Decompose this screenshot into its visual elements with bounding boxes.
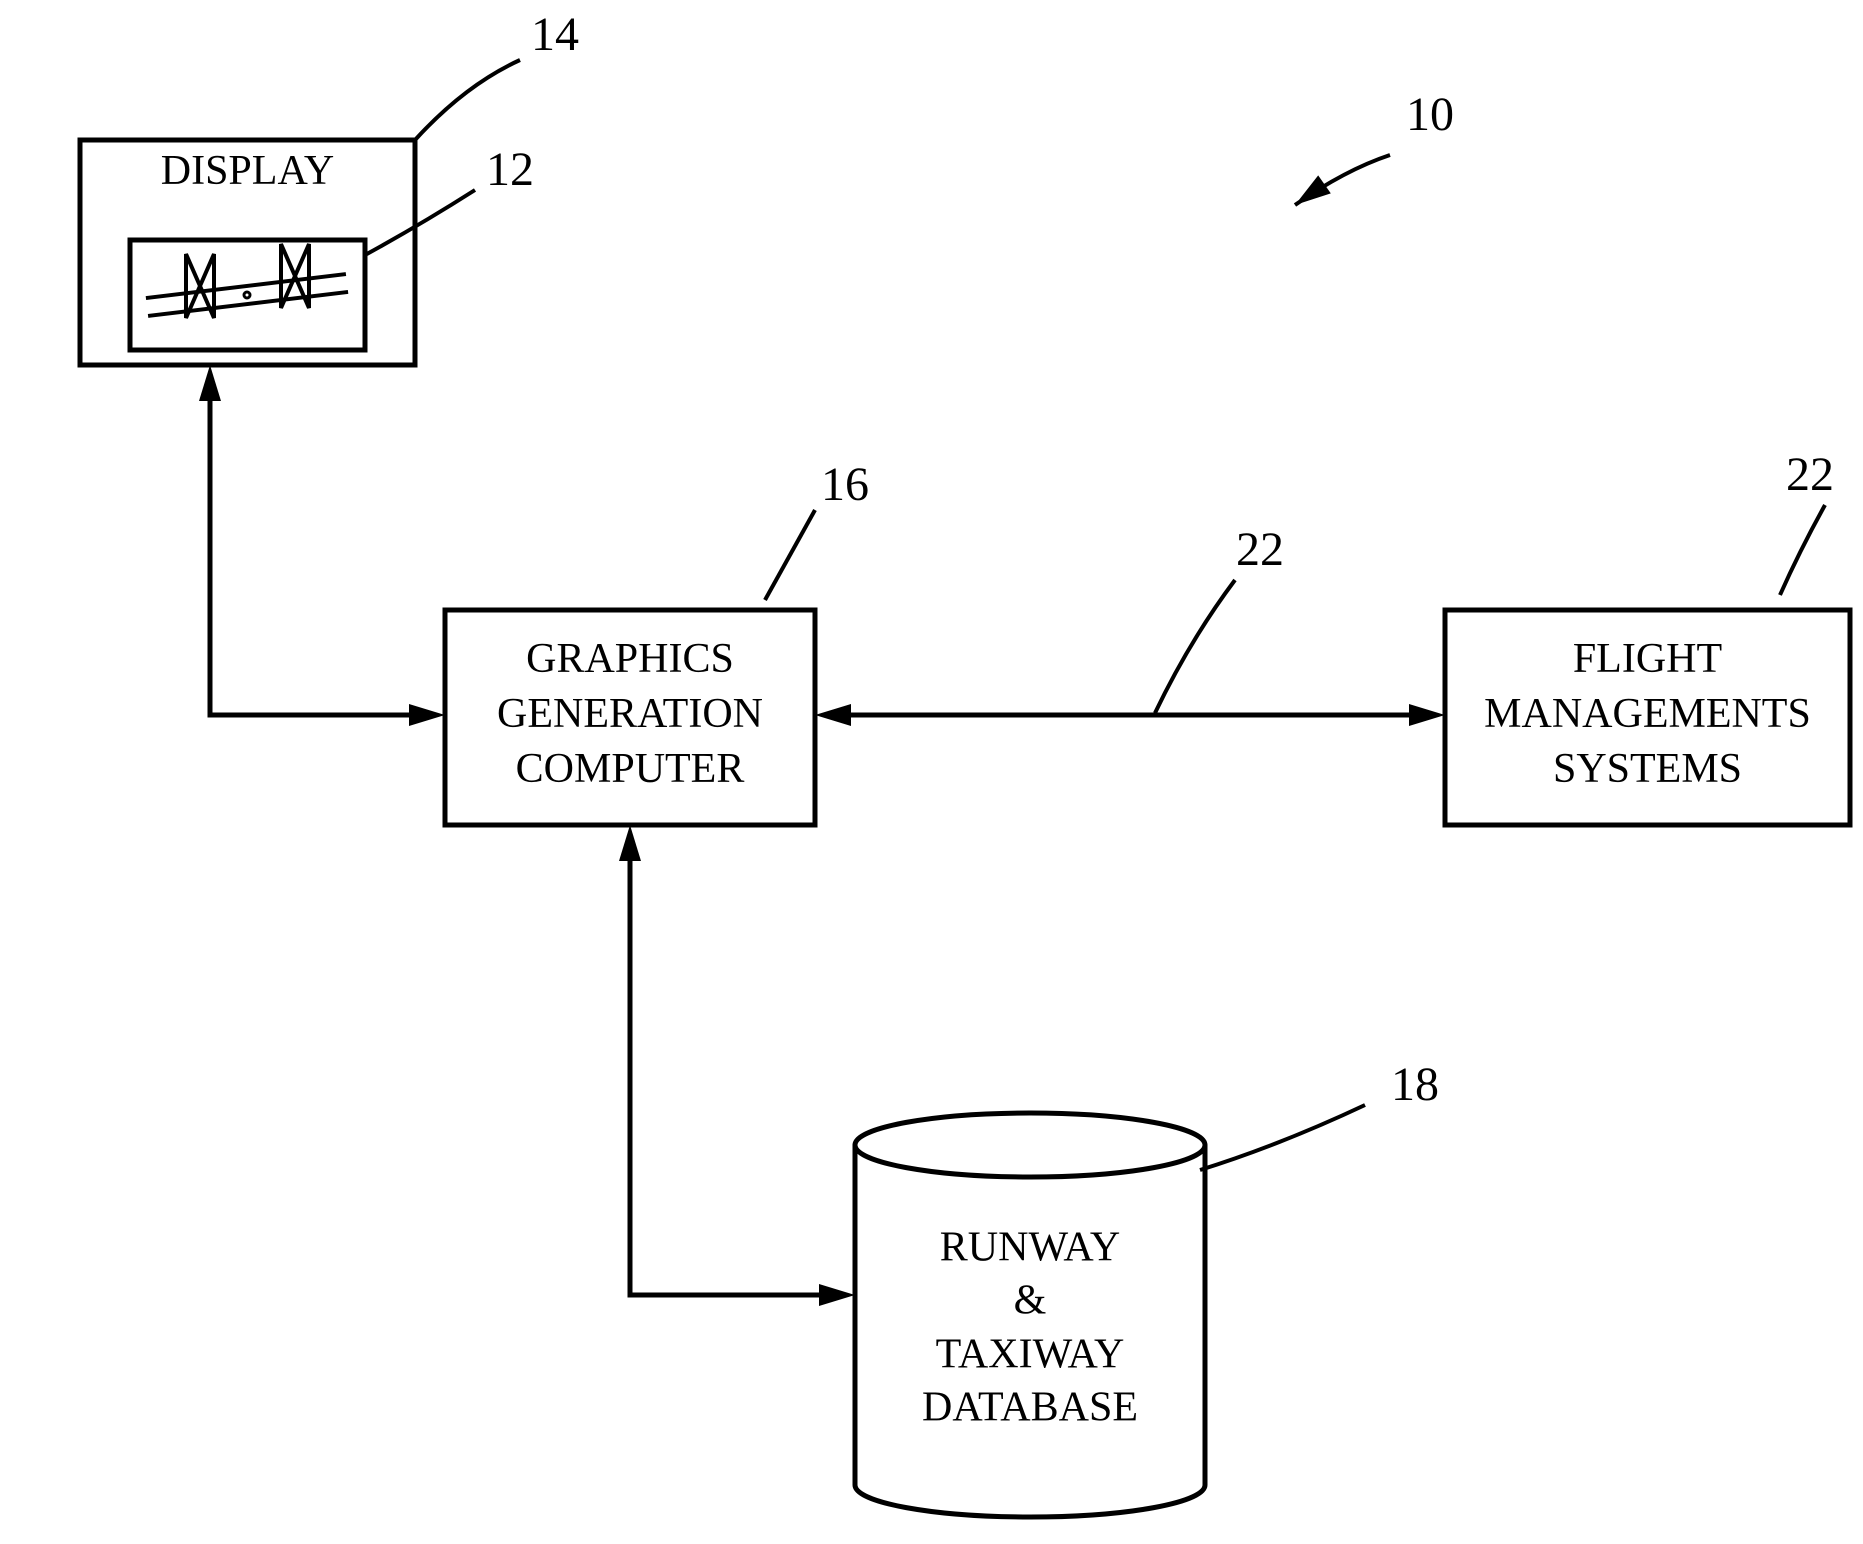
svg-text:14: 14 (531, 8, 579, 61)
svg-text:MANAGEMENTS: MANAGEMENTS (1484, 691, 1811, 737)
conn-graphics-db (630, 845, 835, 1295)
svg-text:FLIGHT: FLIGHT (1573, 636, 1722, 682)
svg-text:12: 12 (486, 143, 534, 196)
svg-text:GRAPHICS: GRAPHICS (526, 636, 734, 682)
svg-text:18: 18 (1391, 1058, 1439, 1111)
svg-text:10: 10 (1406, 88, 1454, 141)
svg-text:16: 16 (821, 458, 869, 511)
svg-text:COMPUTER: COMPUTER (516, 746, 745, 792)
svg-text:DISPLAY: DISPLAY (161, 148, 335, 194)
svg-text:GENERATION: GENERATION (497, 691, 763, 737)
svg-text:22: 22 (1236, 523, 1284, 576)
svg-text:&: & (1014, 1278, 1047, 1324)
svg-text:SYSTEMS: SYSTEMS (1553, 746, 1742, 792)
svg-text:DATABASE: DATABASE (922, 1385, 1138, 1431)
svg-text:22: 22 (1786, 448, 1834, 501)
conn-graphics-display (210, 385, 425, 715)
svg-text:TAXIWAY: TAXIWAY (936, 1332, 1125, 1378)
svg-text:RUNWAY: RUNWAY (940, 1225, 1120, 1271)
